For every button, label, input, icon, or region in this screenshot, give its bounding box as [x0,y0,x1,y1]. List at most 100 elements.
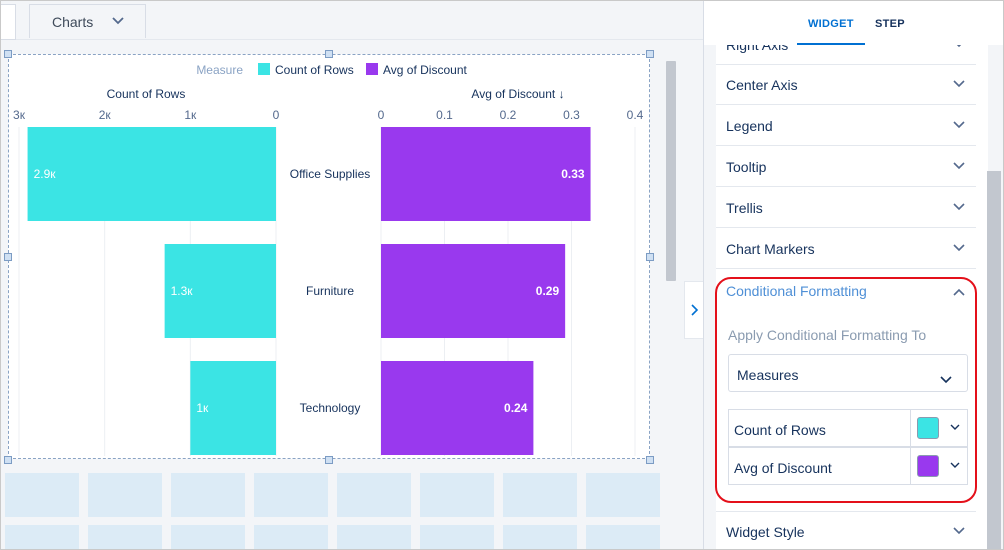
tick-label: 0 [378,108,385,122]
chevron-down-icon [956,45,962,48]
legend-entry-count-of-rows: Count of Rows [275,63,354,77]
layout-grid-tile [337,473,411,517]
color-swatch[interactable] [917,455,939,477]
tick-label: 0 [273,108,280,122]
canvas-toolbar: Charts [1,1,703,40]
layout-grid-tile [586,525,660,549]
section-right-axis[interactable]: Right Axis [716,45,976,65]
tick-label: 0.4 [627,108,644,122]
chevron-down-icon [953,162,965,170]
chevron-down-icon [940,376,952,384]
section-label: Trellis [726,200,763,216]
data-label-avg-of-discount: 0.33 [561,167,585,181]
chevron-down-icon [112,17,124,25]
chevron-down-icon [950,424,960,430]
apply-formatting-label: Apply Conditional Formatting To [728,327,927,343]
section-widget-style[interactable]: Widget Style [716,511,976,549]
canvas-scrollbar-thumb[interactable] [666,61,676,281]
section-label: Chart Markers [726,241,815,257]
resize-handle-right[interactable] [646,253,654,261]
layout-grid-tile [503,473,577,517]
category-label: Technology [300,401,361,415]
bar-count-of-rows [27,127,276,221]
bar-count-of-rows [164,244,276,338]
measure-label: Avg of Discount [734,460,832,476]
layout-grid-tile [88,525,162,549]
legend-swatch-avg-of-discount [366,63,378,75]
chevron-down-icon [953,527,965,535]
section-label: Tooltip [726,159,767,175]
layout-grid-tile [420,473,494,517]
layout-grid-tile [337,525,411,549]
tick-label: 2к [99,108,112,122]
panel-tabs: WIDGET STEP [704,1,1003,45]
data-label-count-of-rows: 1к [196,401,209,415]
page-tab-stub[interactable] [1,4,16,40]
tab-widget[interactable]: WIDGET [808,18,854,30]
panel-body: Right Axis Center Axis Legend Tooltip Tr… [716,45,988,549]
data-label-avg-of-discount: 0.24 [504,401,528,415]
resize-handle-top-left[interactable] [4,50,12,58]
tick-label: 0.3 [563,108,580,122]
tab-step[interactable]: STEP [875,18,905,30]
resize-handle-bottom[interactable] [325,456,333,464]
axis-title-avg-of-discount: Avg of Discount ↓ [471,87,564,101]
section-label: Legend [726,118,773,134]
color-picker-avg-of-discount[interactable] [910,448,967,484]
layout-grid-tile [171,473,245,517]
layout-grid-tile [171,525,245,549]
chevron-down-icon [953,80,965,88]
section-label: Right Axis [726,45,789,53]
chevron-up-icon[interactable] [952,287,966,297]
data-label-count-of-rows: 2.9к [34,167,57,181]
resize-handle-bottom-right[interactable] [646,456,654,464]
color-swatch[interactable] [917,417,939,439]
tick-label: 1к [184,108,197,122]
chevron-down-icon [950,462,960,468]
section-chart-markers[interactable]: Chart Markers [716,229,976,269]
layout-grid-tile [88,473,162,517]
tick-label: 0.2 [500,108,517,122]
layout-grid-tile [254,525,328,549]
section-center-axis[interactable]: Center Axis [716,65,976,105]
resize-handle-left[interactable] [4,253,12,261]
layout-grid-tile [503,525,577,549]
resize-handle-bottom-left[interactable] [4,456,12,464]
chevron-right-icon [691,304,699,316]
apply-to-select[interactable]: Measures [728,354,968,392]
bar-avg-of-discount [381,361,534,455]
layout-grid-tile [420,525,494,549]
data-label-avg-of-discount: 0.29 [536,284,560,298]
section-label: Center Axis [726,77,798,93]
active-tab-indicator [797,43,865,45]
bar-count-of-rows [190,361,276,455]
data-label-count-of-rows: 1.3к [171,284,194,298]
section-trellis[interactable]: Trellis [716,188,976,228]
layout-grid-tile [5,525,79,549]
tick-label: 3к [13,108,26,122]
bar-avg-of-discount [381,244,566,338]
layout-grid-tile [254,473,328,517]
tick-label: 0.1 [436,108,453,122]
resize-handle-top[interactable] [325,50,333,58]
section-legend[interactable]: Legend [716,106,976,146]
resize-handle-top-right[interactable] [646,50,654,58]
measure-row-count-of-rows: Count of Rows [728,409,968,447]
section-conditional-formatting[interactable]: Conditional Formatting [726,283,867,299]
collapse-panel-button[interactable] [684,281,703,339]
chevron-down-icon [953,244,965,252]
dashboard-canvas: Charts 3к 2к 1к 0 0 0.1 0.2 0.3 0.4 Count of Rows… [1,1,703,549]
charts-dropdown[interactable]: Charts [29,4,146,38]
category-label: Furniture [306,284,354,298]
layout-grid-tile [5,473,79,517]
legend-swatch-count-of-rows [258,63,270,75]
section-tooltip[interactable]: Tooltip [716,147,976,187]
layout-grid-tiles [1,473,661,549]
properties-panel: WIDGET STEP Right Axis Center Axis Legen… [703,1,1003,549]
chevron-down-icon [953,121,965,129]
chevron-down-icon [953,203,965,211]
color-picker-count-of-rows[interactable] [910,410,967,446]
panel-scrollbar-thumb[interactable] [987,171,1001,549]
legend-title: Measure [196,63,243,77]
axis-title-count-of-rows: Count of Rows [107,87,186,101]
